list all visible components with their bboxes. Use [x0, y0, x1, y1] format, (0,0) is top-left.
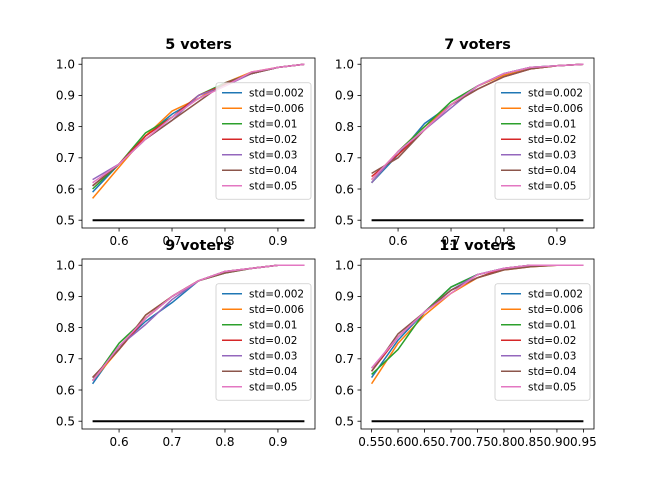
- series-line-std-0-05: [92, 63, 305, 184]
- x-tick-label: 0.65: [411, 435, 438, 449]
- y-tick-label: 0.5: [56, 214, 75, 228]
- series-line-std-0-05: [91, 264, 305, 382]
- x-tick-label: 0.60: [385, 435, 412, 449]
- legend: std=0.002 std=0.006 std=0.01 std=0.02 std=0.…: [494, 283, 591, 401]
- y-tick-label: 1.0: [56, 58, 75, 72]
- legend-label: std=0.01: [528, 320, 576, 332]
- y-tick-label: 0.9: [56, 290, 75, 304]
- legend-label: std=0.02: [528, 335, 576, 347]
- x-tick-label: 0.85: [517, 435, 544, 449]
- y-tick-label: 0.6: [56, 383, 75, 397]
- legend-label: std=0.05: [528, 181, 576, 193]
- x-tick-label: 0.80: [491, 435, 518, 449]
- legend-label: std=0.01: [528, 119, 576, 131]
- x-tick-label: 0.7: [162, 435, 181, 449]
- x-tick-label: 0.9: [547, 234, 566, 248]
- subplot-title: 5 voters: [165, 37, 232, 53]
- x-tick-label: 0.7: [162, 234, 181, 248]
- y-tick-label: 0.9: [56, 89, 75, 103]
- y-tick-label: 0.5: [56, 415, 75, 429]
- subplot-title: 9 voters: [165, 238, 232, 254]
- subplot-title: 7 voters: [444, 37, 511, 53]
- x-tick-label: 0.9: [268, 435, 287, 449]
- y-tick-label: 0.8: [335, 321, 354, 335]
- y-tick-label: 0.8: [335, 120, 354, 134]
- y-tick-label: 0.9: [335, 89, 354, 103]
- y-tick-label: 1.0: [335, 58, 354, 72]
- legend-label: std=0.04: [249, 165, 298, 177]
- legend: std=0.002 std=0.006 std=0.01 std=0.02 std=0.…: [494, 82, 591, 200]
- x-tick-label: 0.6: [110, 435, 129, 449]
- y-tick-label: 0.7: [56, 352, 75, 366]
- legend-label: std=0.04: [249, 366, 298, 378]
- legend-label: std=0.006: [249, 103, 304, 115]
- legend-label: std=0.02: [249, 134, 297, 146]
- y-tick-label: 0.6: [335, 383, 354, 397]
- legend-label: std=0.03: [528, 351, 576, 363]
- y-tick-label: 0.6: [56, 182, 75, 196]
- y-tick-label: 1.0: [56, 259, 75, 273]
- subplot-4: 0.55 0.60 0.65 0.70 0.75 0.80 0.85 0.90 0.95 0.5 0…: [335, 238, 597, 449]
- legend-label: std=0.03: [528, 150, 576, 162]
- x-tick-label: 0.6: [110, 234, 129, 248]
- subplot-title: 11 voters: [439, 238, 516, 254]
- x-tick-label: 0.6: [389, 234, 408, 248]
- subplot-1: 0.6 0.7 0.8 0.9 0.5 0.6 0.7 0.8 0.9 1.0 5 voters st…: [56, 37, 316, 248]
- legend-label: std=0.006: [249, 304, 304, 316]
- legend: std=0.002 std=0.006 std=0.01 std=0.02 std=0.…: [215, 82, 312, 200]
- axes-frame: [360, 57, 595, 229]
- axes-frame: [81, 258, 316, 430]
- x-tick-label: 0.8: [215, 234, 234, 248]
- y-tick-label: 0.7: [335, 151, 354, 165]
- y-tick-label: 0.9: [335, 290, 354, 304]
- legend-label: std=0.002: [249, 289, 304, 301]
- legend: std=0.002 std=0.006 std=0.01 std=0.02 std=0.…: [215, 283, 312, 401]
- legend-label: std=0.05: [249, 382, 297, 394]
- series-line-std-0-05: [371, 264, 584, 369]
- y-tick-label: 0.8: [56, 321, 75, 335]
- x-tick-label: 0.55: [358, 435, 385, 449]
- legend-label: std=0.01: [249, 320, 297, 332]
- legend-label: std=0.03: [249, 351, 297, 363]
- x-tick-label: 0.70: [438, 435, 465, 449]
- x-tick-label: 0.8: [215, 435, 234, 449]
- y-tick-label: 0.8: [56, 120, 75, 134]
- legend-label: std=0.02: [528, 134, 576, 146]
- legend-label: std=0.002: [528, 88, 583, 100]
- legend-label: std=0.002: [528, 289, 583, 301]
- x-tick-label: 0.8: [494, 234, 513, 248]
- legend-label: std=0.02: [249, 335, 297, 347]
- axes-frame: [81, 57, 316, 229]
- y-tick-label: 0.7: [335, 352, 354, 366]
- legend-label: std=0.05: [249, 181, 297, 193]
- x-tick-label: 0.90: [544, 435, 571, 449]
- x-tick-label: 0.9: [268, 234, 287, 248]
- legend-label: std=0.002: [249, 88, 304, 100]
- series-line-std-0-05: [371, 63, 584, 181]
- y-tick-label: 1.0: [335, 259, 354, 273]
- legend-label: std=0.05: [528, 382, 576, 394]
- x-tick-label: 0.7: [441, 234, 460, 248]
- y-tick-label: 0.5: [335, 214, 354, 228]
- legend-label: std=0.006: [528, 103, 583, 115]
- y-tick-label: 0.7: [56, 151, 75, 165]
- legend-label: std=0.04: [528, 165, 577, 177]
- subplot-3: 0.6 0.7 0.8 0.9 0.5 0.6 0.7 0.8 0.9 1.0 9 voters st…: [56, 238, 316, 449]
- legend-label: std=0.03: [249, 150, 297, 162]
- x-tick-label: 0.95: [570, 435, 597, 449]
- x-tick-label: 0.75: [464, 435, 491, 449]
- subplot-2: 0.6 0.7 0.8 0.9 0.5 0.6 0.7 0.8 0.9 1.0 7 voters st…: [335, 37, 595, 248]
- y-tick-label: 0.5: [335, 415, 354, 429]
- legend-label: std=0.01: [249, 119, 297, 131]
- legend-label: std=0.006: [528, 304, 583, 316]
- legend-label: std=0.04: [528, 366, 577, 378]
- y-tick-label: 0.6: [335, 182, 354, 196]
